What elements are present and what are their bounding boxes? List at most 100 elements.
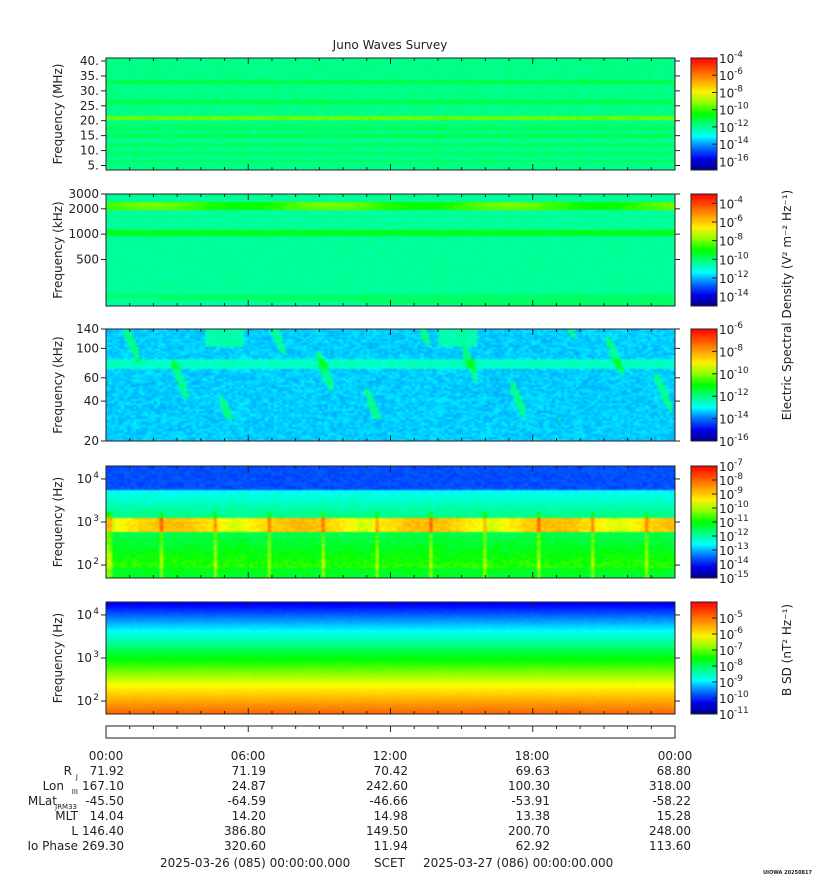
colorbar-tick-label: 10 — [719, 138, 734, 152]
colorbar-tick-label: 10 — [719, 558, 734, 572]
y-tick-label: 500 — [76, 252, 99, 266]
colorbar-tick-exponent: -6 — [734, 214, 743, 224]
ephemeris-value: 24.87 — [232, 779, 266, 793]
spectrogram — [106, 602, 675, 714]
y-tick-label: 140 — [76, 322, 99, 336]
colorbar — [690, 601, 718, 715]
y-tick-label: 30. — [80, 84, 99, 98]
ephemeris-value: 15.28 — [657, 809, 691, 823]
colorbar-tick-label: 10 — [719, 572, 734, 586]
panels-group: 5.10.15.20.25.30.35.40. Frequency (MHz) 10… — [51, 50, 749, 722]
colorbar-tick-exponent: -12 — [734, 270, 749, 280]
ephemeris-value: 320.60 — [224, 839, 266, 853]
y-tick-exponent: 3 — [93, 514, 99, 524]
ephemeris-label: L — [71, 824, 78, 838]
y-tick-label: 10. — [80, 144, 99, 158]
x-tick-label: 18:00 — [515, 749, 550, 763]
colorbar-tick-exponent: -10 — [734, 690, 749, 700]
ephemeris-value: 69.63 — [516, 764, 550, 778]
colorbar-tick-exponent: -14 — [734, 136, 749, 146]
colorbar-tick-exponent: -12 — [734, 119, 749, 129]
colorbar-tick-exponent: -8 — [734, 343, 743, 353]
spectrogram — [106, 58, 675, 170]
colorbar-tick-exponent: -14 — [734, 289, 749, 299]
y-tick-label: 20 — [84, 434, 99, 448]
ephemeris-value: 14.04 — [90, 809, 124, 823]
colorbar-tick-label: 10 — [719, 86, 734, 100]
colorbar-tick-label: 10 — [719, 460, 734, 474]
colorbar-tick-exponent: -11 — [734, 514, 749, 524]
colorbar-tick-label: 10 — [719, 488, 734, 502]
spectrogram — [106, 194, 675, 306]
colorbar-tick-label: 10 — [719, 474, 734, 488]
colorbar-tick-label: 10 — [719, 612, 734, 626]
colorbar-tick-exponent: -9 — [734, 674, 743, 684]
y-tick-exponent: 2 — [93, 557, 99, 567]
colorbar-tick-label: 10 — [719, 291, 734, 305]
x-tick-label: 00:00 — [658, 749, 693, 763]
colorbar-tick-exponent: -10 — [734, 251, 749, 261]
ephemeris-label-subscript: J — [75, 773, 78, 781]
ephemeris-label: Lon — [43, 779, 64, 793]
ephemeris-value: 146.40 — [82, 824, 124, 838]
panel-1: 5.10.15.20.25.30.35.40. Frequency (MHz) 10… — [51, 50, 749, 173]
x-tick-label: 00:00 — [89, 749, 124, 763]
x-tick-label: 12:00 — [373, 749, 408, 763]
ephemeris-value: 13.38 — [516, 809, 550, 823]
ephemeris-value: -46.66 — [369, 794, 408, 808]
colorbar-tick-exponent: -14 — [734, 411, 749, 421]
colorbar-tick-exponent: -5 — [734, 610, 743, 620]
y-tick-label: 100 — [76, 341, 99, 355]
colorbar-tick-exponent: -13 — [734, 542, 749, 552]
colorbar-tick-exponent: -8 — [734, 658, 743, 668]
ephemeris-value: 386.80 — [224, 824, 266, 838]
colorbar-tick-label: 10 — [719, 121, 734, 135]
ephemeris-label-subscript: III — [72, 788, 78, 796]
colorbar-tick-exponent: -12 — [734, 528, 749, 538]
y-tick-label: 2000 — [68, 202, 99, 216]
y-tick-label: 15. — [80, 129, 99, 143]
y-tick-label: 10 — [77, 558, 92, 572]
y-tick-label: 10 — [77, 651, 92, 665]
y-axis-label: Frequency (kHz) — [51, 336, 65, 433]
colorbar-tick-label: 10 — [719, 216, 734, 230]
colorbar-tick-exponent: -12 — [734, 388, 749, 398]
colorbar-tick-exponent: -4 — [734, 50, 743, 60]
colorbar-tick-exponent: -11 — [734, 706, 749, 716]
y-tick-label: 10 — [77, 515, 92, 529]
x-tick-label: 06:00 — [231, 749, 266, 763]
time-end: 2025-03-27 (086) 00:00:00.000 — [423, 856, 613, 870]
y-tick-label: 5. — [88, 159, 99, 173]
colorbar-tick-label: 10 — [719, 676, 734, 690]
colorbar-tick-exponent: -10 — [734, 366, 749, 376]
y-tick-label: 1000 — [68, 227, 99, 241]
y-axis-label: Frequency (kHz) — [51, 201, 65, 298]
ephemeris-value: 318.00 — [649, 779, 691, 793]
ephemeris-value: 71.19 — [232, 764, 266, 778]
credit-stamp: UIOWA 20250817 — [763, 870, 812, 876]
y-tick-exponent: 2 — [93, 693, 99, 703]
y-tick-label: 10 — [77, 472, 92, 486]
y-tick-label: 35. — [80, 69, 99, 83]
ephemeris-value: 62.92 — [516, 839, 550, 853]
ephemeris-label: Io Phase — [27, 839, 78, 853]
ephemeris-value: 14.98 — [374, 809, 408, 823]
colorbar-tick-label: 10 — [719, 52, 734, 66]
colorbar-label-electric: Electric Spectral Density (V² m⁻² Hz⁻¹) — [780, 190, 794, 420]
ephemeris-value: 269.30 — [82, 839, 124, 853]
ephemeris-value: -53.91 — [511, 794, 550, 808]
y-axis-label: Frequency (MHz) — [51, 64, 65, 165]
spectrogram — [106, 466, 675, 578]
colorbar-tick-exponent: -8 — [734, 233, 743, 243]
colorbar-tick-label: 10 — [719, 272, 734, 286]
colorbar-tick-exponent: -6 — [734, 626, 743, 636]
colorbar-tick-exponent: -9 — [734, 486, 743, 496]
colorbar-tick-label: 10 — [719, 692, 734, 706]
colorbar-tick-label: 10 — [719, 104, 734, 118]
y-axis-label: Frequency (Hz) — [51, 477, 65, 568]
ephemeris-value: 71.92 — [90, 764, 124, 778]
